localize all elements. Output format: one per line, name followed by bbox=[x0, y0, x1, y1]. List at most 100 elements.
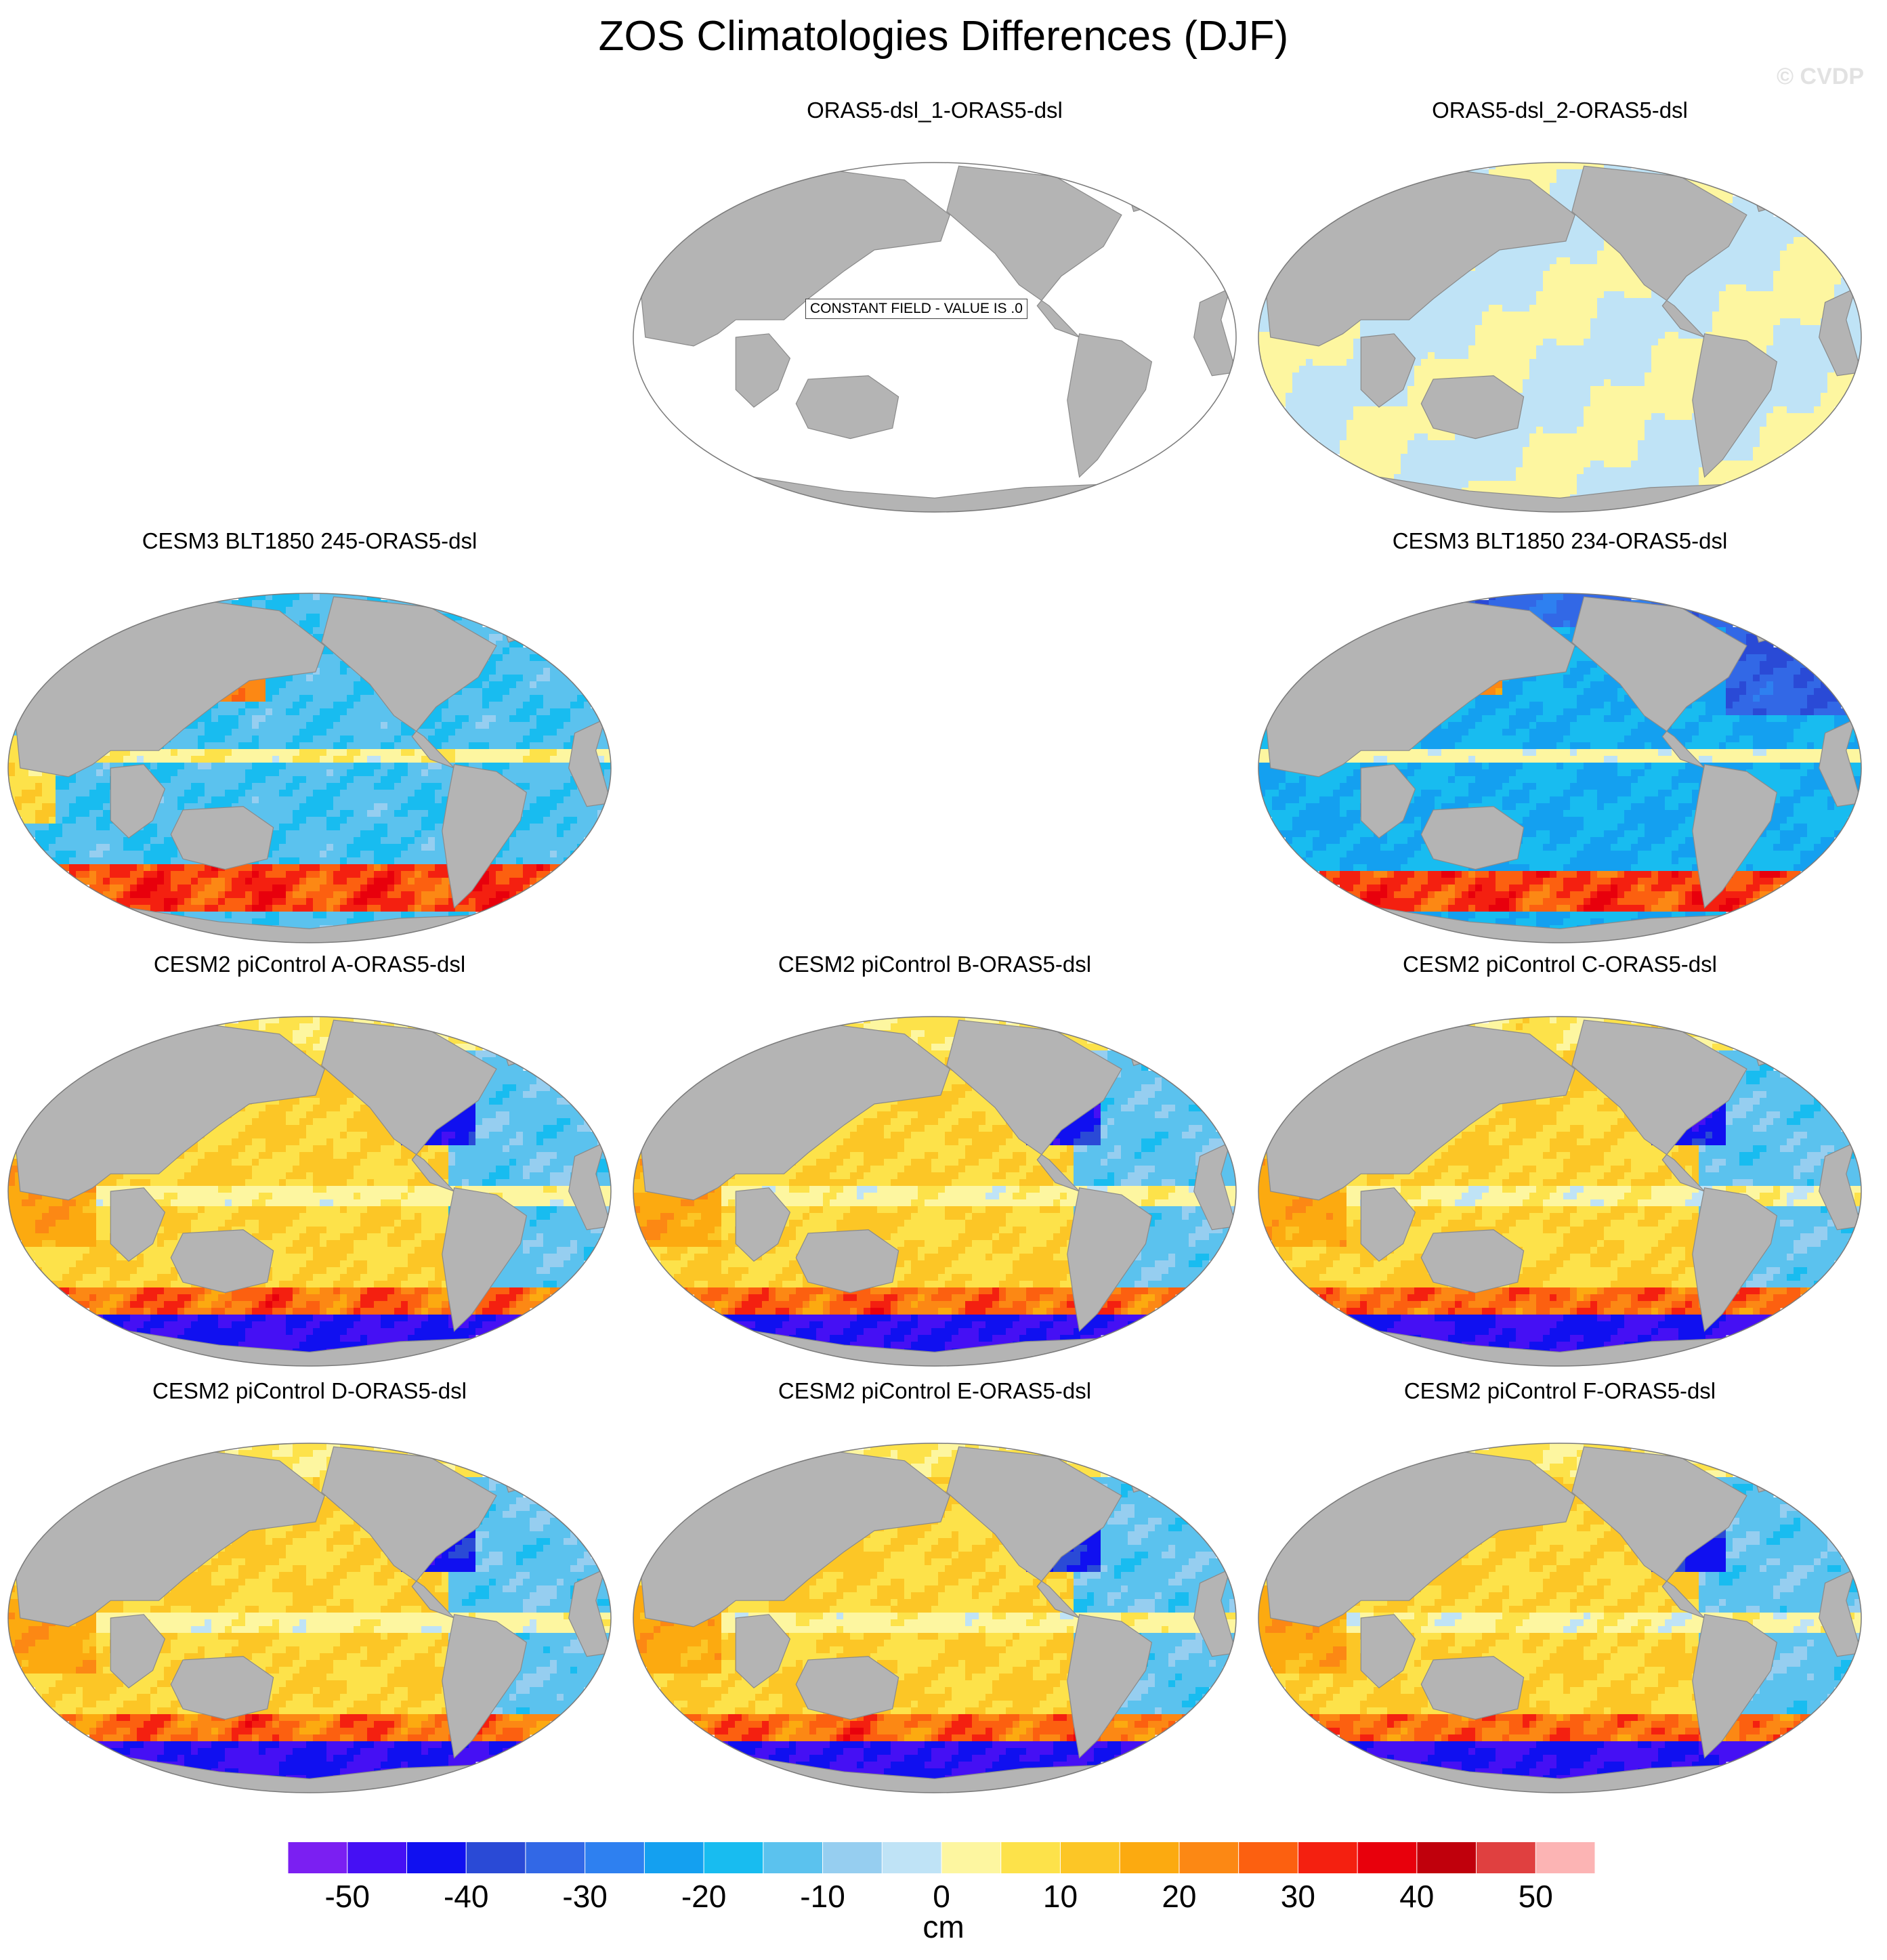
land-mass bbox=[321, 596, 497, 769]
land-mass bbox=[1571, 165, 1747, 338]
colorbar-swatch bbox=[1357, 1842, 1418, 1873]
land-mass bbox=[1360, 1187, 1416, 1262]
colorbar-unit-label: cm bbox=[0, 1909, 1887, 1945]
panel-title: ORAS5-dsl_2-ORAS5-dsl bbox=[1252, 98, 1868, 123]
land-mass bbox=[321, 1019, 497, 1192]
panel-title: CESM3 BLT1850 245-ORAS5-dsl bbox=[1, 528, 618, 554]
land-mass bbox=[1571, 1019, 1747, 1192]
land-mass bbox=[795, 1656, 899, 1720]
land-mass bbox=[1692, 1187, 1778, 1332]
colorbar-swatch bbox=[1060, 1842, 1120, 1873]
map-border bbox=[633, 1443, 1237, 1793]
land-mass bbox=[1692, 1614, 1778, 1759]
land-mass bbox=[1692, 333, 1778, 478]
watermark: © CVDP bbox=[1777, 64, 1864, 90]
ocean-field bbox=[1258, 1017, 1861, 1366]
land-mass bbox=[442, 1614, 528, 1759]
panel-title: CESM2 piControl F-ORAS5-dsl bbox=[1252, 1378, 1868, 1404]
map-p5 bbox=[7, 1016, 612, 1367]
land-mass bbox=[110, 764, 166, 838]
land-mass bbox=[946, 1019, 1122, 1192]
map-p8 bbox=[7, 1443, 612, 1793]
colorbar-swatch bbox=[1416, 1842, 1477, 1873]
land-mass bbox=[1067, 333, 1153, 478]
map-p2 bbox=[1258, 162, 1862, 513]
land-mass bbox=[1420, 806, 1525, 870]
map-p10 bbox=[1258, 1443, 1862, 1793]
land-mass bbox=[110, 1614, 166, 1688]
panel-title: CESM2 piControl A-ORAS5-dsl bbox=[1, 952, 618, 977]
map-p7 bbox=[1258, 1016, 1862, 1367]
land-mass bbox=[1193, 1141, 1236, 1231]
ocean-field bbox=[8, 1443, 611, 1793]
colorbar-swatch bbox=[466, 1842, 526, 1873]
ocean-field bbox=[633, 163, 1236, 512]
ocean-field bbox=[1258, 1443, 1861, 1793]
panel-title: CESM2 piControl B-ORAS5-dsl bbox=[627, 952, 1243, 977]
colorbar-swatch bbox=[763, 1842, 824, 1873]
land-mass bbox=[946, 165, 1122, 338]
land-mass bbox=[321, 1446, 497, 1619]
colorbar-swatch bbox=[1535, 1842, 1596, 1873]
land-mass bbox=[110, 1187, 166, 1262]
land-mass bbox=[1420, 1656, 1525, 1720]
land-mass bbox=[568, 718, 611, 807]
colorbar-swatch bbox=[941, 1842, 1002, 1873]
colorbar-swatch bbox=[1000, 1842, 1061, 1873]
colorbar-swatch bbox=[1120, 1842, 1180, 1873]
land-mass bbox=[1819, 287, 1861, 377]
figure-title: ZOS Climatologies Differences (DJF) bbox=[0, 12, 1887, 60]
panel-title: ORAS5-dsl_1-ORAS5-dsl bbox=[627, 98, 1243, 123]
land-mass bbox=[946, 1446, 1122, 1619]
colorbar-swatch bbox=[704, 1842, 764, 1873]
land-mass bbox=[568, 1568, 611, 1657]
land-mass bbox=[1360, 764, 1416, 838]
land-mass bbox=[1193, 287, 1236, 377]
map-border bbox=[1258, 162, 1862, 513]
land-mass bbox=[1420, 1229, 1525, 1294]
map-border bbox=[1258, 1443, 1862, 1793]
land-mass bbox=[170, 1656, 274, 1720]
colorbar-swatch bbox=[406, 1842, 467, 1873]
map-border bbox=[1258, 593, 1862, 943]
colorbar-swatch bbox=[644, 1842, 704, 1873]
land-mass bbox=[1193, 1568, 1236, 1657]
map-border bbox=[633, 162, 1237, 513]
ocean-field bbox=[1258, 593, 1861, 943]
land-mass bbox=[795, 375, 899, 440]
ocean-field bbox=[8, 593, 611, 943]
colorbar-swatch bbox=[1179, 1842, 1239, 1873]
land-mass bbox=[1819, 1568, 1861, 1657]
constant-field-label: CONSTANT FIELD - VALUE IS .0 bbox=[805, 299, 1027, 319]
land-mass bbox=[1067, 1187, 1153, 1332]
map-border bbox=[7, 1443, 612, 1793]
ocean-field bbox=[1258, 163, 1861, 512]
ocean-field bbox=[633, 1017, 1236, 1366]
land-mass bbox=[1692, 764, 1778, 909]
land-mass bbox=[1360, 333, 1416, 408]
land-mass bbox=[1067, 1614, 1153, 1759]
land-mass bbox=[568, 1141, 611, 1231]
land-mass bbox=[1360, 1614, 1416, 1688]
map-border bbox=[1258, 1016, 1862, 1367]
panel-title: CESM3 BLT1850 234-ORAS5-dsl bbox=[1252, 528, 1868, 554]
colorbar-swatch bbox=[525, 1842, 586, 1873]
map-border bbox=[633, 1016, 1237, 1367]
map-border bbox=[7, 593, 612, 943]
colorbar-swatch bbox=[288, 1842, 348, 1873]
land-mass bbox=[1420, 375, 1525, 440]
colorbar-swatch bbox=[1298, 1842, 1358, 1873]
land-mass bbox=[442, 764, 528, 909]
colorbar-swatch bbox=[822, 1842, 883, 1873]
map-p6 bbox=[633, 1016, 1237, 1367]
land-mass bbox=[735, 1614, 791, 1688]
colorbar-swatch bbox=[882, 1842, 942, 1873]
land-mass bbox=[1819, 1141, 1861, 1231]
map-p1 bbox=[633, 162, 1237, 513]
panel-title: CESM2 piControl D-ORAS5-dsl bbox=[1, 1378, 618, 1404]
land-mass bbox=[442, 1187, 528, 1332]
map-p4 bbox=[1258, 593, 1862, 943]
land-mass bbox=[735, 333, 791, 408]
land-mass bbox=[735, 1187, 791, 1262]
colorbar-swatch bbox=[1476, 1842, 1536, 1873]
